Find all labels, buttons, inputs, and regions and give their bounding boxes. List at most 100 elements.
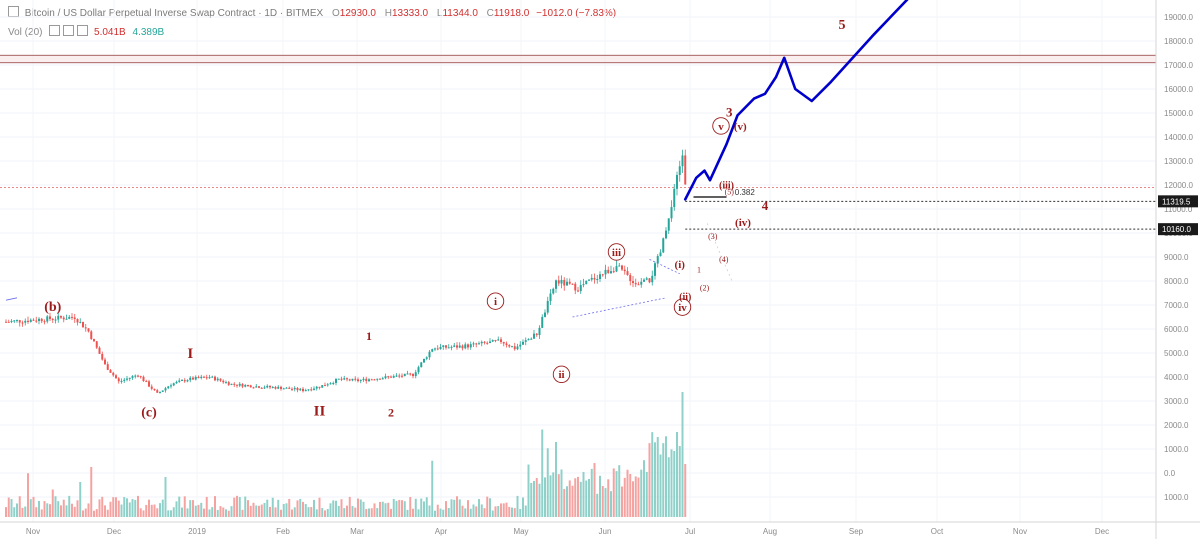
time-tick-label: 2019 [188,527,206,536]
volume-bar [282,503,285,517]
candle-body [5,321,7,323]
candle-body [447,347,450,349]
volume-bar [659,454,662,517]
volume-bar [71,503,73,517]
chart-grid [0,0,1156,522]
volume-bar [390,508,392,517]
volume-bar [271,497,274,517]
candle-body [637,284,640,286]
candle-body [280,386,282,389]
volume-label[interactable]: Vol (20) [8,27,43,38]
volume-bar [249,505,252,517]
candle-body [478,343,480,345]
volume-bar [145,504,148,517]
volume-bar [337,505,340,517]
volume-bar [626,469,629,517]
price-tick-label: 0.0 [1164,469,1176,478]
volume-bar [189,500,192,517]
volume-bar [178,496,181,517]
volume-bar [370,508,373,517]
volume-bar [40,509,43,517]
volume-bar [428,505,431,517]
candle-body [167,386,170,389]
candle-body [329,383,332,385]
volume-bar [131,499,134,517]
volume-bar [472,504,475,517]
volume-bar [461,505,464,517]
candle-body [401,375,403,377]
volume-bar [230,506,233,517]
candle-body [387,376,390,378]
candle-body [648,278,651,283]
candle-body [46,316,49,322]
candle-body [654,263,656,276]
candle-body [615,266,618,272]
candle-body [604,269,607,275]
volume-bar [183,496,186,517]
volume-bar [263,503,266,517]
volume-bar [216,509,219,517]
candle-body [115,375,117,379]
volume-bar [469,508,472,517]
volume-bar [54,496,57,517]
volume-bar [566,486,568,517]
volume-bar [285,503,288,517]
candle-body [145,381,148,383]
volume-bar [519,508,522,517]
volume-bar [227,510,230,517]
candle-body [599,274,601,280]
trend-line [5,297,18,301]
volume-bar [200,502,203,517]
price-axis: 19000.0 18000.0 17000.0 16000.0 15000.0 14000… [1155,0,1198,539]
candle-body [172,383,175,386]
close-label: C [486,8,494,19]
candle-body [68,316,71,319]
volume-bar [500,503,502,517]
volume-bar [315,509,318,517]
candle-body [420,362,423,368]
price-tick-label: 7000.0 [1164,301,1189,310]
settings-icon[interactable] [63,25,75,36]
volume-bar [134,499,137,517]
volume-bar [530,482,533,517]
volume-bar [632,481,634,517]
candle-body [260,387,263,389]
candle-body [582,284,585,286]
price-tick-label: 4000.0 [1164,373,1189,382]
candle-body [32,319,35,321]
symbol-title[interactable]: Bitcoin / US Dollar Perpetual Inverse Sw… [24,8,324,19]
volume-bar [101,496,104,517]
candle-body [117,378,120,382]
volume-bar [348,496,351,517]
candle-body [425,357,428,359]
volume-bar [502,503,505,517]
volume-bar [442,509,445,517]
volume-bar [599,475,601,517]
volume-bar [560,469,563,517]
volume-bar [57,501,60,517]
close-icon[interactable] [77,25,89,36]
candle-body [489,341,491,344]
volume-bar [153,504,156,517]
volume-bar [260,504,263,517]
volume-bar [425,497,428,517]
candle-body [291,388,293,390]
candle-body [607,269,610,274]
candle-body [304,390,307,392]
volume-bar [117,500,120,517]
volume-bar [351,506,354,517]
eye-icon[interactable] [49,25,61,36]
candle-body [384,376,387,379]
volume-bar [618,465,621,517]
volume-bar [453,499,456,517]
volume-bar [21,507,24,517]
candle-body [27,320,29,322]
volume-bar [161,499,164,517]
volume-bar [522,497,524,517]
candle-body [560,279,563,284]
candle-body [104,359,106,365]
candle-body [571,283,574,285]
volume-bar [13,507,16,517]
volume-bar [544,477,546,517]
